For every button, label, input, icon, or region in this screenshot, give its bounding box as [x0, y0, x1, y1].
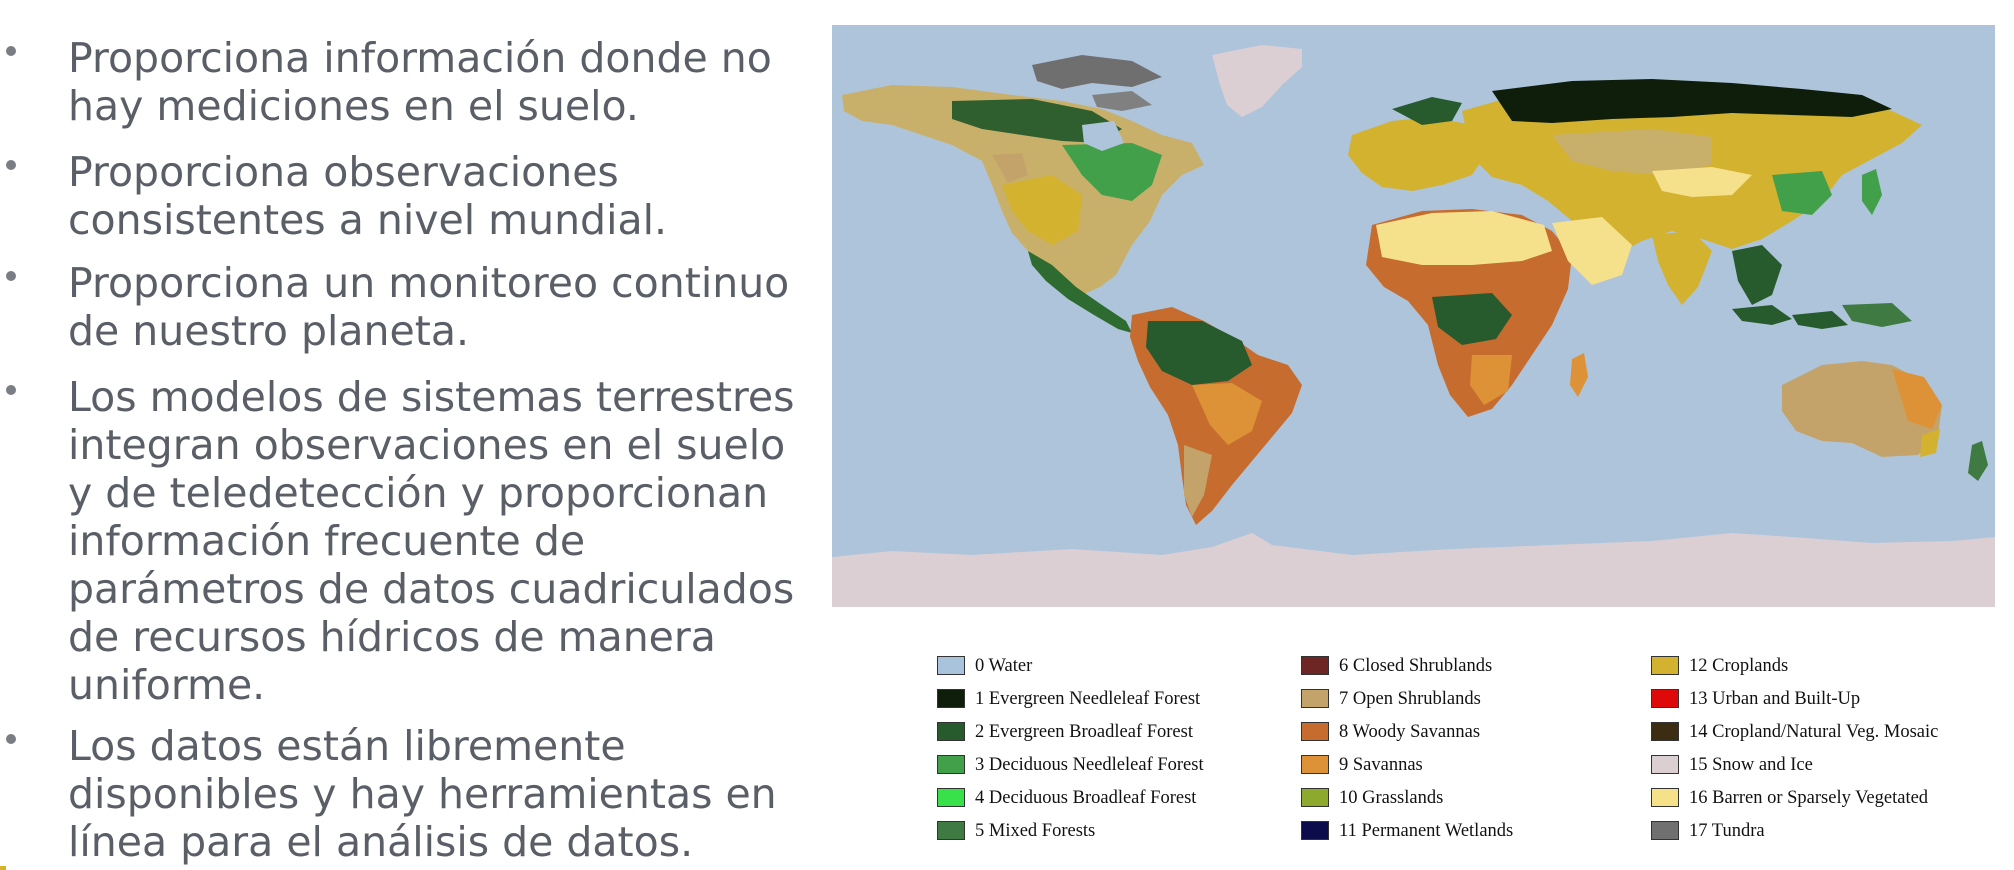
legend-label: 4 Deciduous Broadleaf Forest: [975, 788, 1197, 808]
bullet-icon: [6, 385, 16, 395]
legend-label: 6 Closed Shrublands: [1339, 656, 1493, 676]
bullet-icon: [6, 46, 16, 56]
bullet-text: Proporciona información donde no hay med…: [68, 34, 772, 130]
legend-label: 12 Croplands: [1689, 656, 1789, 676]
legend-label: 8 Woody Savannas: [1339, 722, 1481, 742]
legend-swatch: [1651, 656, 1679, 675]
legend-label: 17 Tundra: [1689, 821, 1765, 841]
bullet-text: Proporciona un monitoreo continuo de nue…: [68, 259, 790, 355]
bullet-text: Proporciona observaciones consistentes a…: [68, 148, 668, 244]
legend-label: 2 Evergreen Broadleaf Forest: [975, 722, 1193, 742]
legend-label: 10 Grasslands: [1339, 788, 1444, 808]
madagascar-landmass: [1570, 353, 1588, 397]
bullet-text: Los datos están libremente disponibles y…: [68, 722, 777, 866]
legend-swatch: [1651, 821, 1679, 840]
legend-swatch: [1301, 755, 1329, 774]
legend-label: 16 Barren or Sparsely Vegetated: [1689, 788, 1929, 808]
antarctica-landmass: [832, 533, 1995, 607]
greenland-landmass: [1212, 45, 1302, 117]
legend-swatch: [1651, 722, 1679, 741]
legend-swatch: [1301, 689, 1329, 708]
legend-label: 11 Permanent Wetlands: [1339, 821, 1514, 841]
legend-label: 1 Evergreen Needleleaf Forest: [975, 689, 1201, 709]
legend-swatch: [937, 755, 965, 774]
legend-swatch: [1301, 788, 1329, 807]
legend-swatch: [1651, 755, 1679, 774]
legend-swatch: [1301, 722, 1329, 741]
legend-label: 0 Water: [975, 656, 1033, 676]
world-map-graphic: [832, 25, 1995, 607]
bullet-text: Los modelos de sistemas terrestres integ…: [68, 373, 795, 709]
bullet-icon: [6, 160, 16, 170]
accent-mark: [0, 866, 6, 870]
legend-swatch: [937, 821, 965, 840]
legend-swatch: [1651, 788, 1679, 807]
legend-label: 15 Snow and Ice: [1689, 755, 1813, 775]
map-legend: 0 Water 1 Evergreen Needleleaf Forest 2 …: [937, 653, 1967, 853]
europe-landmass: [1348, 117, 1492, 191]
legend-swatch: [937, 656, 965, 675]
legend-label: 7 Open Shrublands: [1339, 689, 1481, 709]
legend-swatch: [937, 788, 965, 807]
bullet-icon: [6, 734, 16, 744]
central-america-landmass: [1028, 251, 1132, 333]
bullet-icon: [6, 271, 16, 281]
legend-label: 9 Savannas: [1339, 755, 1423, 775]
legend-swatch: [1651, 689, 1679, 708]
legend-swatch: [1301, 656, 1329, 675]
legend-swatch: [1301, 821, 1329, 840]
arctic-islands: [1032, 55, 1162, 89]
new-zealand-landmass: [1968, 441, 1988, 481]
indonesia-islands: [1732, 305, 1792, 325]
legend-swatch: [937, 689, 965, 708]
land-cover-map: [832, 25, 1995, 607]
legend-label: 14 Cropland/Natural Veg. Mosaic: [1689, 722, 1939, 742]
legend-label: 13 Urban and Built-Up: [1689, 689, 1861, 709]
legend-label: 5 Mixed Forests: [975, 821, 1096, 841]
legend-label: 3 Deciduous Needleleaf Forest: [975, 755, 1204, 775]
legend-swatch: [937, 722, 965, 741]
